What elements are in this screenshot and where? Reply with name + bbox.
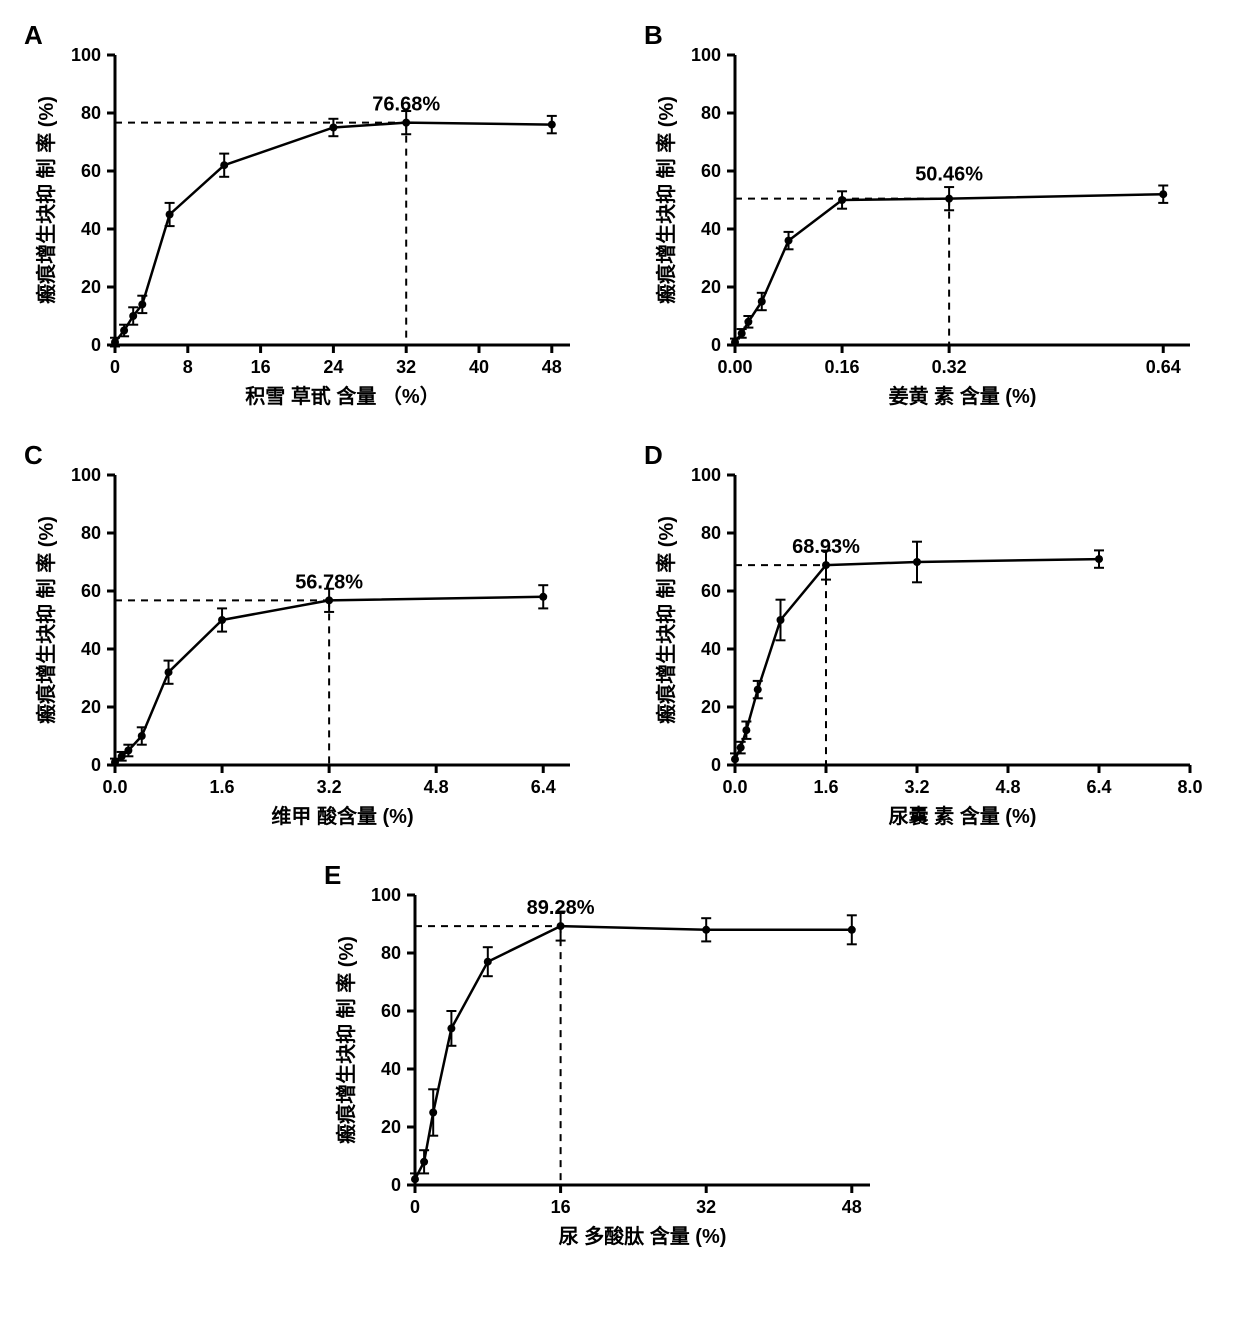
svg-text:0: 0 [711,755,721,775]
svg-text:4.8: 4.8 [995,777,1020,797]
panel-A: A 0 20 40 60 80 100 0 8 16 24 32 40 48 瘢痕增生块抑 制 率 (%) 积… [20,20,600,420]
svg-text:6.4: 6.4 [531,777,556,797]
svg-text:50.46%: 50.46% [915,164,983,186]
svg-text:0.0: 0.0 [722,777,747,797]
svg-text:尿 多酸肽 含量 (%): 尿 多酸肽 含量 (%) [559,1224,727,1248]
svg-text:0.16: 0.16 [825,357,860,377]
svg-text:瘢痕增生块抑 制 率 (%): 瘢痕增生块抑 制 率 (%) [334,936,358,1144]
svg-text:瘢痕增生块抑 制 率 (%): 瘢痕增生块抑 制 率 (%) [34,516,58,724]
svg-text:20: 20 [381,1117,401,1137]
svg-text:0.00: 0.00 [717,357,752,377]
svg-text:1.6: 1.6 [813,777,838,797]
svg-text:20: 20 [701,697,721,717]
svg-text:16: 16 [251,357,271,377]
svg-text:32: 32 [396,357,416,377]
svg-text:40: 40 [469,357,489,377]
svg-text:100: 100 [71,45,101,65]
svg-text:20: 20 [701,277,721,297]
svg-text:100: 100 [691,45,721,65]
svg-text:80: 80 [81,523,101,543]
svg-text:D: D [644,440,663,470]
svg-text:20: 20 [81,277,101,297]
panel-C: C 0 20 40 60 80 100 0.0 1.6 3.2 4.8 6.4 瘢痕增生块抑 制 率 (… [20,440,600,840]
svg-text:0.64: 0.64 [1146,357,1181,377]
svg-text:8: 8 [183,357,193,377]
panel-grid: A 0 20 40 60 80 100 0 8 16 24 32 40 48 瘢痕增生块抑 制 率 (%) 积… [20,20,1220,1260]
svg-text:E: E [324,860,341,890]
svg-text:积雪 草甙 含量 （%）: 积雪 草甙 含量 （%） [245,384,439,408]
svg-text:3.2: 3.2 [904,777,929,797]
svg-text:4.8: 4.8 [424,777,449,797]
svg-text:48: 48 [542,357,562,377]
svg-text:80: 80 [81,103,101,123]
svg-text:0: 0 [91,755,101,775]
svg-text:80: 80 [701,103,721,123]
svg-text:姜黄 素 含量 (%): 姜黄 素 含量 (%) [889,384,1037,408]
svg-text:0: 0 [410,1197,420,1217]
svg-text:80: 80 [381,943,401,963]
panel-D: D 0 20 40 60 80 100 0.0 1.6 3.2 4.8 6.4 8.0 瘢痕增生块抑 制 … [640,440,1220,840]
svg-text:瘢痕增生块抑 制 率 (%): 瘢痕增生块抑 制 率 (%) [34,96,58,304]
svg-text:3.2: 3.2 [317,777,342,797]
svg-text:60: 60 [701,581,721,601]
svg-text:6.4: 6.4 [1086,777,1111,797]
svg-text:16: 16 [551,1197,571,1217]
panel-B: B 0 20 40 60 80 100 0.00 0.16 0.32 0.64 瘢痕增生块抑 制 率 … [640,20,1220,420]
panel-E: E 0 20 40 60 80 100 0 16 32 48 瘢痕增生块抑 制 率 (%) 尿 多酸肽 … [320,860,920,1260]
svg-text:100: 100 [371,885,401,905]
svg-text:24: 24 [323,357,343,377]
svg-text:60: 60 [381,1001,401,1021]
svg-text:维甲 酸含量 (%): 维甲 酸含量 (%) [271,804,413,828]
svg-text:60: 60 [81,581,101,601]
svg-text:100: 100 [71,465,101,485]
svg-text:8.0: 8.0 [1177,777,1202,797]
svg-text:A: A [24,20,43,50]
svg-text:瘢痕增生块抑 制 率 (%): 瘢痕增生块抑 制 率 (%) [654,516,678,724]
svg-text:B: B [644,20,663,50]
svg-text:瘢痕增生块抑 制 率 (%): 瘢痕增生块抑 制 率 (%) [654,96,678,304]
svg-text:40: 40 [701,219,721,239]
panel-E-row: E 0 20 40 60 80 100 0 16 32 48 瘢痕增生块抑 制 率 (%) 尿 多酸肽 … [20,860,1220,1260]
svg-text:40: 40 [381,1059,401,1079]
svg-text:0: 0 [711,335,721,355]
svg-text:48: 48 [842,1197,862,1217]
svg-text:32: 32 [696,1197,716,1217]
svg-text:0: 0 [110,357,120,377]
svg-text:0.0: 0.0 [102,777,127,797]
svg-text:1.6: 1.6 [210,777,235,797]
svg-text:0.32: 0.32 [932,357,967,377]
svg-text:40: 40 [81,639,101,659]
svg-text:0: 0 [91,335,101,355]
svg-text:40: 40 [701,639,721,659]
svg-text:40: 40 [81,219,101,239]
svg-text:0: 0 [391,1175,401,1195]
svg-text:C: C [24,440,43,470]
svg-text:100: 100 [691,465,721,485]
svg-text:尿囊 素 含量 (%): 尿囊 素 含量 (%) [889,804,1037,828]
svg-text:60: 60 [81,161,101,181]
svg-text:20: 20 [81,697,101,717]
svg-text:60: 60 [701,161,721,181]
svg-text:80: 80 [701,523,721,543]
